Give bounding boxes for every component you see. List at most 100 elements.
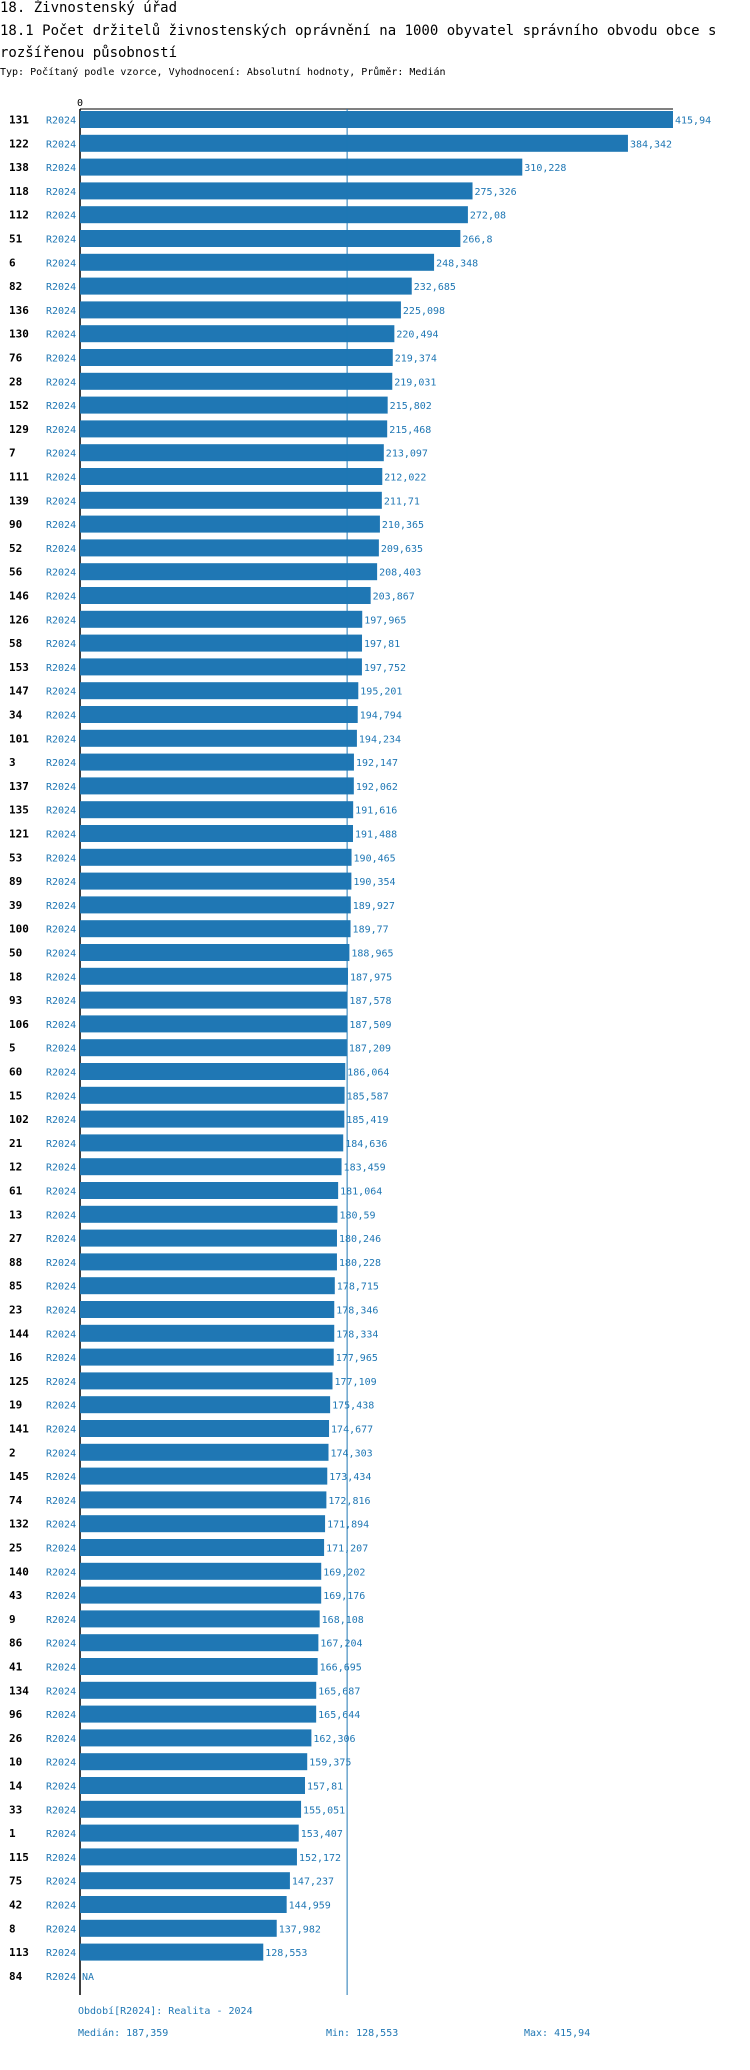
- bar[interactable]: [80, 1348, 334, 1366]
- bar[interactable]: [80, 967, 348, 985]
- bar[interactable]: [80, 1753, 308, 1771]
- bar[interactable]: [80, 1848, 297, 1866]
- bar[interactable]: [80, 634, 363, 652]
- bar[interactable]: [80, 253, 435, 271]
- bar[interactable]: [80, 158, 523, 176]
- row-period-label: R2024: [46, 235, 76, 246]
- bar[interactable]: [80, 1943, 264, 1961]
- bar-value-label: 215,468: [389, 425, 431, 436]
- bar[interactable]: [80, 1586, 322, 1604]
- row-period-label: R2024: [46, 544, 76, 555]
- bar[interactable]: [80, 1277, 335, 1295]
- bar[interactable]: [80, 610, 363, 628]
- bar[interactable]: [80, 1491, 327, 1509]
- bar[interactable]: [80, 1205, 338, 1223]
- row-period-label: R2024: [46, 1472, 76, 1483]
- bar[interactable]: [80, 1896, 287, 1913]
- bar[interactable]: [80, 1039, 347, 1057]
- bar[interactable]: [80, 848, 352, 866]
- bar[interactable]: [80, 682, 359, 700]
- row-period-label: R2024: [46, 1805, 76, 1816]
- bar[interactable]: [80, 1872, 290, 1890]
- bar[interactable]: [80, 1420, 330, 1437]
- bar[interactable]: [80, 1134, 344, 1152]
- bar[interactable]: [80, 1777, 305, 1794]
- bar[interactable]: [80, 325, 395, 343]
- bar[interactable]: [80, 563, 378, 581]
- bar-value-label: 157,81: [307, 1782, 343, 1793]
- row-period-label: R2024: [46, 1782, 76, 1793]
- bar[interactable]: [80, 1634, 319, 1652]
- bar[interactable]: [80, 1372, 333, 1390]
- bar[interactable]: [80, 491, 382, 509]
- bar[interactable]: [80, 991, 348, 1009]
- bar[interactable]: [80, 1158, 342, 1176]
- bar[interactable]: [80, 920, 351, 938]
- bar[interactable]: [80, 1324, 335, 1342]
- bar-value-label: 208,403: [379, 568, 421, 579]
- bar[interactable]: [80, 706, 358, 723]
- row-id-label: 86: [9, 1637, 23, 1650]
- bar[interactable]: [80, 1919, 277, 1937]
- bar[interactable]: [80, 444, 384, 462]
- bar-value-label: 159,375: [309, 1758, 351, 1769]
- bar[interactable]: [80, 801, 354, 819]
- bar[interactable]: [80, 349, 393, 366]
- bar[interactable]: [80, 1467, 328, 1485]
- row-id-label: 1: [9, 1827, 16, 1840]
- row-id-label: 41: [9, 1661, 23, 1674]
- bar[interactable]: [80, 1253, 337, 1271]
- bar[interactable]: [80, 1443, 329, 1461]
- bar[interactable]: [80, 277, 412, 295]
- row-period-label: R2024: [46, 1639, 76, 1650]
- row-period-label: R2024: [46, 211, 76, 222]
- bar[interactable]: [80, 1562, 322, 1580]
- bar[interactable]: [80, 896, 351, 914]
- bar[interactable]: [80, 658, 362, 676]
- bar[interactable]: [80, 1658, 318, 1675]
- bar[interactable]: [80, 372, 393, 390]
- bar-value-label: 248,348: [436, 258, 478, 269]
- bar[interactable]: [80, 777, 354, 795]
- bar-value-label: 197,752: [364, 663, 406, 674]
- bar[interactable]: [80, 1515, 326, 1533]
- bar[interactable]: [80, 1015, 348, 1033]
- bar[interactable]: [80, 111, 673, 128]
- footer-min: Min: 128,553: [326, 2028, 399, 2039]
- bar[interactable]: [80, 1086, 345, 1104]
- bar[interactable]: [80, 182, 473, 200]
- bar[interactable]: [80, 872, 352, 890]
- footer-period: Období[R2024]: Realita - 2024: [78, 2006, 253, 2017]
- bar[interactable]: [80, 134, 628, 152]
- bar[interactable]: [80, 468, 383, 485]
- bar[interactable]: [80, 1800, 302, 1818]
- bar[interactable]: [80, 515, 380, 533]
- bar-value-label: 188,965: [351, 949, 393, 960]
- bar[interactable]: [80, 301, 401, 319]
- bar[interactable]: [80, 825, 354, 842]
- bar[interactable]: [80, 396, 388, 414]
- bar[interactable]: [80, 1229, 337, 1247]
- bar[interactable]: [80, 1301, 335, 1318]
- bar[interactable]: [80, 753, 354, 771]
- bar[interactable]: [80, 230, 461, 247]
- bar[interactable]: [80, 1705, 317, 1723]
- bar[interactable]: [80, 539, 379, 557]
- bar[interactable]: [80, 1610, 320, 1628]
- bar[interactable]: [80, 587, 371, 604]
- row-period-label: R2024: [46, 1829, 76, 1840]
- bar[interactable]: [80, 1396, 331, 1414]
- bar[interactable]: [80, 1824, 299, 1842]
- bar[interactable]: [80, 944, 350, 961]
- bar[interactable]: [80, 1729, 312, 1747]
- bar[interactable]: [80, 206, 468, 224]
- bar[interactable]: [80, 420, 388, 438]
- bar[interactable]: [80, 1182, 339, 1199]
- bar[interactable]: [80, 1063, 346, 1080]
- bar[interactable]: [80, 1681, 317, 1699]
- bar[interactable]: [80, 1539, 325, 1556]
- bar-value-label: 219,374: [395, 354, 437, 365]
- bar[interactable]: [80, 729, 357, 747]
- bar-value-label: 187,975: [350, 972, 392, 983]
- bar[interactable]: [80, 1110, 345, 1128]
